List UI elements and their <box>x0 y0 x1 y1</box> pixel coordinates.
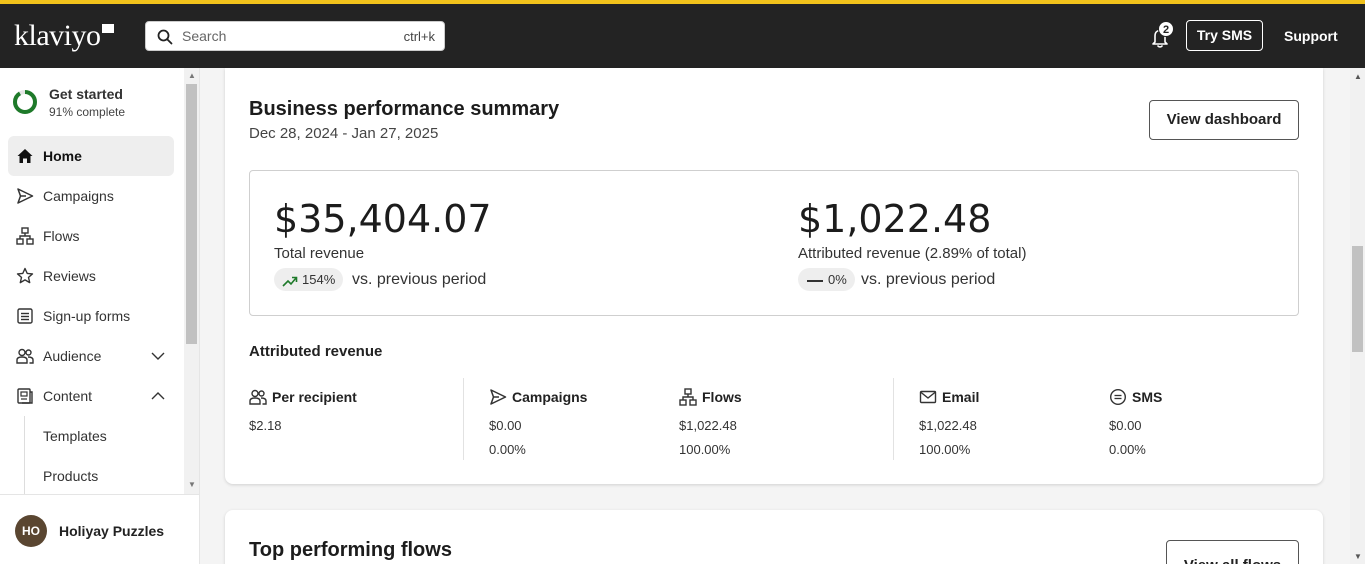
avatar: HO <box>15 515 47 547</box>
get-started-progress: 91% complete <box>49 105 126 119</box>
card-title: Business performance summary <box>249 98 560 120</box>
column-value: $1,022.48 <box>919 418 977 433</box>
page-scrollbar[interactable]: ▲ ▼ <box>1350 68 1365 564</box>
view-dashboard-button[interactable]: View dashboard <box>1149 100 1299 140</box>
attributed-revenue-section-title: Attributed revenue <box>249 343 383 360</box>
send-icon <box>490 389 507 405</box>
sidebar-item-reviews[interactable]: Reviews <box>8 256 174 296</box>
column-value: $2.18 <box>249 418 282 433</box>
sidebar-item-home[interactable]: Home <box>8 136 174 176</box>
sidebar-subitem-label: Templates <box>43 428 107 444</box>
column-label: SMS <box>1132 389 1163 405</box>
scroll-up-arrow-icon[interactable]: ▲ <box>188 71 196 80</box>
sidebar-item-flows[interactable]: Flows <box>8 216 174 256</box>
people-icon <box>249 389 267 405</box>
klaviyo-logo[interactable]: klaviyo <box>14 19 101 52</box>
page-scrollbar-thumb[interactable] <box>1352 246 1363 352</box>
sidebar-item-signup-forms[interactable]: Sign-up forms <box>8 296 174 336</box>
scroll-up-arrow-icon[interactable]: ▲ <box>1354 72 1362 81</box>
card-title: Top performing flows <box>249 539 452 561</box>
audience-icon <box>16 348 34 364</box>
total-revenue-label: Total revenue <box>274 245 365 262</box>
total-revenue-change-badge: 154% <box>274 268 344 291</box>
support-link[interactable]: Support <box>1284 28 1338 44</box>
search-icon <box>157 29 173 45</box>
column-percent: 0.00% <box>1109 442 1146 457</box>
sidebar-item-label: Campaigns <box>43 188 114 204</box>
sidebar: Get started 91% complete Home Campaigns … <box>0 68 200 564</box>
total-revenue-change: 154% <box>302 272 336 287</box>
sidebar-item-label: Reviews <box>43 268 96 284</box>
sidebar-subitem-products[interactable]: Products <box>24 456 174 496</box>
progress-ring-icon <box>13 90 37 114</box>
flows-icon <box>16 227 34 245</box>
column-label: Email <box>942 389 980 405</box>
column-label: Campaigns <box>512 389 588 405</box>
attributed-revenue-change-badge: 0% <box>798 268 855 291</box>
chevron-down-icon[interactable] <box>150 349 166 363</box>
attributed-revenue-vs-text: vs. previous period <box>861 271 996 288</box>
search-box[interactable]: ctrl+k <box>145 21 445 51</box>
date-range: Dec 28, 2024 - Jan 27, 2025 <box>249 125 439 142</box>
get-started-title: Get started <box>49 86 123 102</box>
sidebar-item-label: Content <box>43 388 93 404</box>
content-icon <box>17 388 33 404</box>
sidebar-item-content[interactable]: Content <box>8 376 174 416</box>
sidebar-item-label: Home <box>43 148 82 164</box>
sidebar-subitem-label: Products <box>43 468 99 484</box>
home-icon <box>17 149 33 163</box>
column-divider <box>893 378 894 460</box>
logo-flag-mark <box>102 24 114 33</box>
top-accent-bar <box>0 0 1365 4</box>
account-switcher[interactable]: HO Holiyay Puzzles <box>0 494 199 564</box>
top-flows-card: Top performing flows View all flows <box>225 510 1323 564</box>
sidebar-item-campaigns[interactable]: Campaigns <box>8 176 174 216</box>
column-value: $0.00 <box>1109 418 1142 433</box>
view-all-flows-button[interactable]: View all flows <box>1166 540 1299 564</box>
scroll-down-arrow-icon[interactable]: ▼ <box>188 480 196 489</box>
total-revenue-value: $35,404.07 <box>274 197 492 241</box>
total-revenue-vs-text: vs. previous period <box>352 271 487 288</box>
search-shortcut-hint: ctrl+k <box>403 29 435 44</box>
attributed-revenue-value: $1,022.48 <box>798 197 992 241</box>
sidebar-subitem-templates[interactable]: Templates <box>24 416 174 456</box>
chevron-up-icon[interactable] <box>150 389 166 403</box>
column-percent: 100.00% <box>679 442 731 457</box>
sidebar-item-audience[interactable]: Audience <box>8 336 174 376</box>
account-name: Holiyay Puzzles <box>59 523 165 539</box>
attributed-revenue-change: 0% <box>828 272 847 287</box>
revenue-metrics-box: $35,404.07 Total revenue 154% vs. previo… <box>249 170 1299 316</box>
sidebar-scrollbar-thumb[interactable] <box>186 84 197 344</box>
send-icon <box>17 188 34 204</box>
sidebar-scrollbar[interactable]: ▲ ▼ <box>184 68 199 494</box>
column-percent: 0.00% <box>489 442 526 457</box>
notification-count-badge: 2 <box>1158 21 1174 37</box>
column-percent: 100.00% <box>919 442 971 457</box>
sidebar-item-label: Flows <box>43 228 80 244</box>
trend-flat-icon <box>807 279 823 282</box>
column-value: $0.00 <box>489 418 522 433</box>
try-sms-button[interactable]: Try SMS <box>1186 20 1263 51</box>
form-icon <box>17 308 33 324</box>
column-label: Flows <box>702 389 742 405</box>
sms-icon <box>1109 388 1127 406</box>
column-value: $1,022.48 <box>679 418 737 433</box>
flows-icon <box>679 388 697 406</box>
column-divider <box>463 378 464 460</box>
scroll-down-arrow-icon[interactable]: ▼ <box>1354 552 1362 561</box>
column-label: Per recipient <box>272 389 357 405</box>
mail-icon <box>919 390 937 404</box>
star-icon <box>16 267 34 284</box>
business-performance-card: Business performance summary Dec 28, 202… <box>225 68 1323 484</box>
trend-up-icon <box>282 276 298 287</box>
search-input[interactable] <box>182 25 382 47</box>
sidebar-item-label: Sign-up forms <box>43 308 131 324</box>
attributed-revenue-label: Attributed revenue (2.89% of total) <box>798 245 1027 262</box>
sidebar-item-label: Audience <box>43 348 102 364</box>
top-navigation-bar: klaviyo ctrl+k 2 Try SMS Support <box>0 4 1365 68</box>
